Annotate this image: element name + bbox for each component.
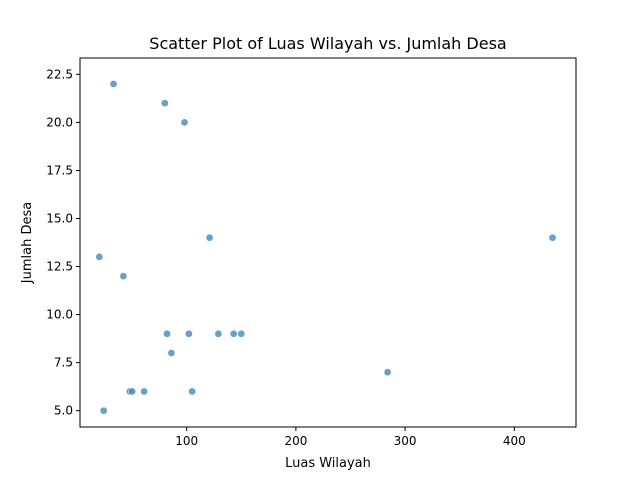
data-point [205, 233, 214, 242]
x-tick-label: 200 [284, 434, 307, 448]
data-point [161, 99, 169, 108]
data-point [214, 329, 223, 338]
data-point [119, 272, 128, 280]
y-axis-label: Jumlah Desa [20, 202, 35, 284]
x-tick-label: 100 [175, 434, 198, 448]
data-point [109, 80, 118, 88]
y-tick-label: 22.5 [46, 67, 73, 81]
data-point [95, 253, 104, 261]
data-point [163, 329, 171, 338]
data-point [237, 329, 246, 338]
x-axis-ticks: 100 200 300 400 [175, 427, 526, 448]
y-tick-label: 5.0 [54, 404, 73, 418]
chart-title: Scatter Plot of Luas Wilayah vs. Jumlah … [149, 34, 506, 53]
data-point [99, 406, 108, 415]
y-axis-ticks: 5.0 7.5 10.0 12.5 15.0 17.5 20.0 22.5 [46, 67, 80, 418]
data-point [548, 233, 557, 242]
x-tick-label: 400 [503, 434, 526, 448]
data-point [383, 368, 392, 377]
data-point [167, 349, 176, 357]
data-point [188, 387, 197, 396]
y-tick-label: 7.5 [54, 356, 73, 370]
data-point [185, 329, 193, 338]
axes-frame [79, 57, 577, 428]
y-tick-label: 20.0 [46, 115, 73, 129]
data-point [229, 329, 238, 338]
data-point [140, 387, 148, 396]
y-tick-label: 10.0 [46, 308, 73, 322]
data-point [128, 387, 136, 396]
points-layer [95, 80, 557, 415]
data-point [180, 118, 189, 127]
y-tick-label: 17.5 [46, 163, 73, 177]
x-axis-label: Luas Wilayah [285, 456, 371, 471]
y-tick-label: 12.5 [46, 260, 73, 274]
y-tick-label: 15.0 [46, 211, 73, 225]
x-tick-label: 300 [394, 434, 417, 448]
plot-area [79, 57, 577, 428]
